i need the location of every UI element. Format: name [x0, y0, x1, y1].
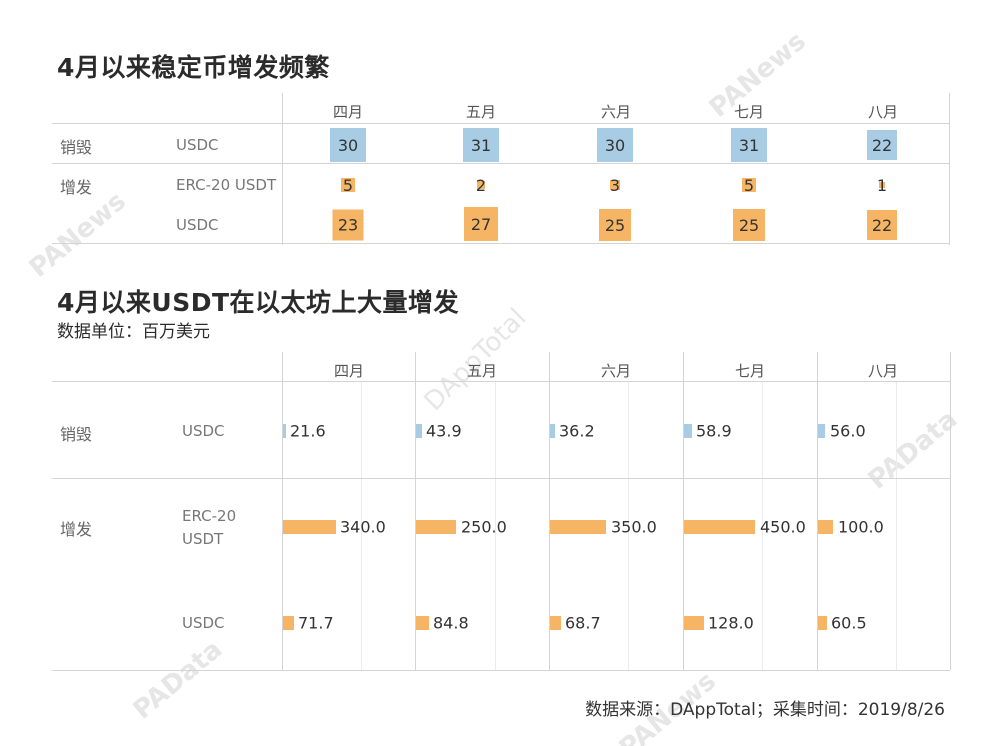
heatmap-cell: 2: [475, 175, 487, 195]
header-separator: [52, 123, 950, 124]
group-label-burn: 销毁: [60, 425, 93, 444]
bar: [550, 424, 555, 438]
bar-value: 36.2: [559, 421, 595, 441]
row-label-erc20-usdt: ERC-20 USDT: [176, 176, 277, 194]
heatmap-cell: 30: [597, 128, 633, 162]
watermark: PAData: [862, 404, 964, 496]
heatmap-cell: 22: [867, 130, 897, 160]
bar-value: 71.7: [298, 613, 334, 633]
gridline: [361, 382, 362, 670]
heatmap-cell: 5: [742, 175, 756, 195]
group-label-mint: 增发: [60, 520, 93, 539]
heatmap-cell: 3: [609, 175, 621, 195]
column-divider: [415, 352, 416, 670]
group-separator: [52, 478, 950, 479]
row-label-erc20-usdt-line2: USDT: [182, 530, 224, 548]
month-header: 六月: [600, 362, 631, 380]
bar: [283, 520, 336, 534]
gridline: [495, 382, 496, 670]
heatmap-cell: 27: [464, 207, 498, 241]
bar-value: 450.0: [760, 517, 806, 537]
heatmap-cell: 25: [599, 209, 631, 241]
bar: [818, 616, 827, 630]
heatmap-cell: 1: [876, 175, 888, 195]
bar: [416, 520, 456, 534]
chart-title-2: 4月以来USDT在以太坊上大量增发: [57, 288, 460, 317]
table-bottom-border: [52, 670, 950, 671]
bar-value: 128.0: [708, 613, 754, 633]
month-header: 六月: [600, 103, 631, 121]
bar: [550, 520, 606, 534]
bar: [283, 424, 286, 438]
row-label-usdc-burn: USDC: [182, 422, 225, 440]
bar-value: 21.6: [290, 421, 326, 441]
header-separator: [52, 381, 950, 382]
data-source-footer: 数据来源：DAppTotal；采集时间：2019/8/26: [585, 700, 945, 720]
bar-value: 60.5: [831, 613, 867, 633]
column-divider: [549, 352, 550, 670]
heatmap-cell: 30: [330, 128, 366, 162]
bar: [416, 616, 429, 630]
table-bottom-border: [52, 243, 950, 244]
bar: [283, 616, 294, 630]
bar: [684, 424, 692, 438]
heatmap-cell: 31: [463, 128, 499, 162]
bar: [684, 520, 755, 534]
column-divider: [282, 352, 283, 670]
gridline: [762, 382, 763, 670]
gridline: [628, 382, 629, 670]
bar-value: 250.0: [461, 517, 507, 537]
bar-value: 56.0: [830, 421, 866, 441]
row-label-erc20-usdt-line1: ERC-20: [182, 507, 237, 525]
bar-value: 100.0: [838, 517, 884, 537]
group-separator: [52, 163, 950, 164]
heatmap-cell: 22: [867, 210, 897, 240]
bar-value: 340.0: [340, 517, 386, 537]
column-divider: [950, 352, 951, 670]
month-header: 五月: [465, 103, 496, 121]
bar-value: 58.9: [696, 421, 732, 441]
row-label-usdc-mint: USDC: [182, 614, 225, 632]
table-divider: [282, 93, 283, 245]
heatmap-cell: 5: [341, 175, 355, 195]
bar: [818, 424, 825, 438]
row-label-usdc-mint: USDC: [176, 216, 219, 234]
column-divider: [817, 352, 818, 670]
chart-subtitle: 数据单位：百万美元: [57, 322, 210, 342]
gridline: [896, 382, 897, 670]
bar: [818, 520, 833, 534]
month-header: 七月: [734, 362, 765, 380]
heatmap-cell: 23: [332, 209, 364, 241]
heatmap-cell: 25: [733, 209, 765, 241]
bar: [550, 616, 561, 630]
month-header: 四月: [333, 362, 364, 380]
month-header: 七月: [733, 103, 764, 121]
group-label-mint: 增发: [60, 178, 93, 197]
bar-value: 43.9: [426, 421, 462, 441]
watermark: PANews: [23, 186, 132, 284]
bar: [684, 616, 704, 630]
table-right-border: [949, 93, 950, 245]
bar: [416, 424, 422, 438]
month-header: 八月: [867, 103, 898, 121]
month-header: 四月: [332, 103, 363, 121]
column-divider: [683, 352, 684, 670]
bar-value: 84.8: [433, 613, 469, 633]
bar-value: 350.0: [611, 517, 657, 537]
group-label-burn: 销毁: [60, 138, 93, 157]
month-header: 八月: [867, 362, 898, 380]
chart-title-1: 4月以来稳定币增发频繁: [57, 53, 330, 82]
watermark: PAData: [127, 634, 229, 726]
heatmap-cell: 31: [731, 128, 767, 162]
row-label-usdc-burn: USDC: [176, 136, 219, 154]
bar-value: 68.7: [565, 613, 601, 633]
month-header: 五月: [466, 362, 497, 380]
